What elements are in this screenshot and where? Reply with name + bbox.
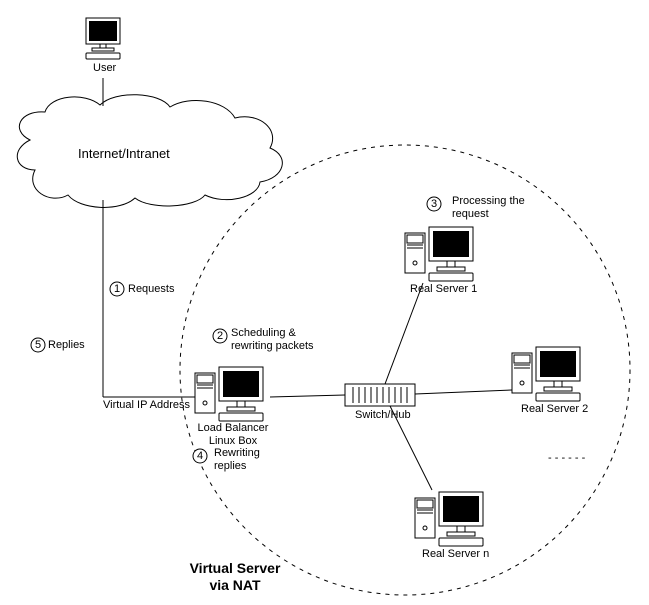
user-icon (86, 18, 120, 59)
step2-text: Scheduling & rewriting packets (231, 327, 314, 353)
real-server-1-label: Real Server 1 (410, 283, 477, 296)
switch-label: Switch/Hub (355, 409, 411, 422)
step4-text: Rewriting replies (214, 447, 260, 473)
step4-num: 4 (197, 450, 203, 463)
real-server-2-label: Real Server 2 (521, 403, 588, 416)
load-balancer-label: Load Balancer Linux Box (193, 422, 273, 448)
real-server-1-icon (405, 227, 473, 281)
real-server-2-icon (512, 347, 580, 401)
cloud-label: Internet/Intranet (78, 146, 170, 162)
step2-num: 2 (217, 330, 223, 343)
diagram-canvas (0, 0, 649, 605)
step5-text: Replies (48, 339, 85, 352)
step1-num: 1 (114, 283, 120, 296)
diagram-title: Virtual Server via NAT (170, 560, 300, 594)
user-label: User (93, 62, 116, 75)
real-server-n-label: Real Server n (422, 548, 489, 561)
step3-text: Processing the request (452, 195, 525, 221)
step1-text: Requests (128, 283, 174, 296)
step3-num: 3 (431, 198, 437, 211)
step5-num: 5 (35, 339, 41, 352)
ellipsis-dots: - - - - - - (548, 452, 585, 465)
load-balancer-icon (195, 367, 263, 421)
real-server-n-icon (415, 492, 483, 546)
virtual-ip-label: Virtual IP Address (103, 399, 190, 412)
switch-icon (345, 384, 415, 406)
